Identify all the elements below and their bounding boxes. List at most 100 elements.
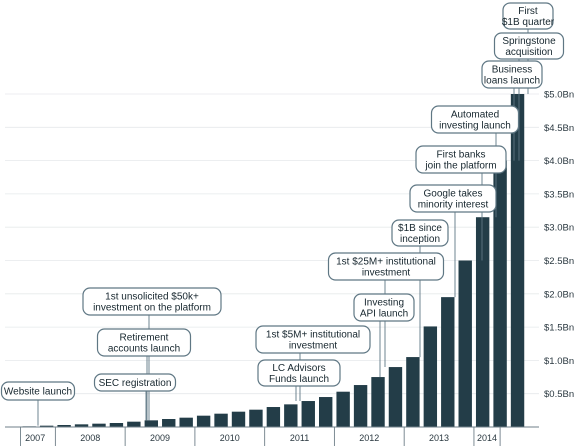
callout-text: investment [289, 341, 338, 352]
bar [319, 397, 333, 427]
callout-text: $1B since [398, 223, 442, 234]
bar [441, 297, 455, 427]
bar [214, 413, 228, 427]
year-label: 2007 [25, 433, 45, 443]
bar [144, 420, 158, 427]
callout-box [481, 60, 543, 89]
callout-text: SEC registration [99, 378, 172, 389]
callout-text: 1st $5M+ institutional [266, 330, 360, 341]
callout-text: acquisition [505, 47, 552, 58]
bar [475, 217, 490, 427]
y-tick-label: $2.5Bn [544, 256, 574, 267]
callouts: Website launch SEC registration Retirement… [0, 2, 565, 401]
callout-text: join the platform [424, 161, 496, 172]
bars [22, 94, 525, 427]
year-label: 2011 [290, 433, 309, 443]
y-tick-label: $2.0Bn [544, 289, 574, 300]
y-tick-label: $3.5Bn [544, 189, 574, 200]
callout-box [409, 184, 497, 213]
callout-text: investment on the platform [93, 303, 211, 314]
bar [510, 94, 525, 427]
bar [336, 391, 350, 427]
callout-text: First banks [437, 150, 486, 161]
year-label: 2012 [359, 433, 379, 443]
milestone-callout: First$1B quarter [502, 2, 555, 30]
callout-box [391, 219, 449, 247]
milestone-callout: 1st unsolicited $50k+investment on the p… [82, 287, 222, 316]
bar [162, 419, 176, 427]
callout-text: inception [400, 234, 440, 245]
bar [266, 407, 281, 427]
y-tick-label: $0.5Bn [544, 389, 574, 400]
callout-text: investment [362, 268, 411, 279]
bar [423, 326, 438, 427]
callout-text: 1st unsolicited $50k+ [105, 292, 199, 303]
year-label: 2009 [150, 433, 170, 443]
y-tick-label: $5.0Bn [544, 90, 574, 101]
year-label: 2010 [220, 433, 240, 443]
year-label: 2014 [477, 433, 497, 443]
x-axis: 2007 2008 2009 2010 2011 2012 2013 2014 [5, 426, 539, 446]
callout-box [327, 252, 445, 281]
bar [196, 415, 211, 427]
callout-text: Automated [451, 110, 499, 121]
callout-text: Google takes [424, 189, 483, 200]
callout-text: Business [492, 65, 533, 76]
bar [353, 385, 368, 427]
y-tick-label: $4.5Bn [544, 123, 574, 134]
bar [109, 423, 124, 427]
y-axis-ticks: $0.5Bn $1.0Bn $1.5Bn $2.0Bn $2.5Bn $3.0Bn $3.5… [544, 90, 574, 401]
callout-text: Investing [364, 298, 404, 309]
bar [493, 160, 507, 427]
callout-box [0, 381, 76, 401]
year-label: 2013 [429, 433, 449, 443]
callout-box [257, 359, 341, 387]
callout-text: Website launch [4, 387, 72, 398]
callout-text: loans launch [484, 76, 540, 87]
bar [74, 424, 89, 427]
callout-text: $1B quarter [502, 17, 555, 28]
bar [179, 417, 193, 427]
y-tick-label: $4.0Bn [544, 156, 574, 167]
bar [231, 411, 246, 427]
callout-text: investing launch [439, 121, 511, 132]
bar [127, 421, 141, 427]
callout-box [415, 145, 507, 174]
callout-box [96, 328, 192, 357]
callout-text: Funds launch [269, 374, 329, 385]
callout-box [502, 2, 554, 30]
callout-text: 1st $25M+ institutional [336, 257, 436, 268]
callout-text: minority interest [418, 200, 489, 211]
y-tick-label: $3.0Bn [544, 223, 574, 234]
y-tick-label: $1.0Bn [544, 356, 574, 367]
callout-text: Retirement [120, 333, 169, 344]
callout-box [430, 105, 520, 134]
callout-box [93, 373, 177, 392]
y-tick-label: $1.5Bn [544, 323, 574, 334]
callout-box [255, 325, 371, 354]
bar [249, 409, 263, 427]
callout-box [82, 287, 222, 316]
bar [284, 404, 298, 427]
callout-text: First [518, 6, 538, 17]
bar [57, 425, 71, 427]
bar [388, 367, 403, 427]
callout-text: Springstone [502, 36, 556, 47]
bar [39, 425, 54, 427]
bar [301, 401, 315, 427]
year-label: 2008 [80, 433, 100, 443]
milestone-callout: SEC registration [93, 373, 177, 392]
bar [458, 260, 472, 427]
callout-text: accounts launch [108, 344, 180, 355]
callout-box [353, 293, 415, 322]
